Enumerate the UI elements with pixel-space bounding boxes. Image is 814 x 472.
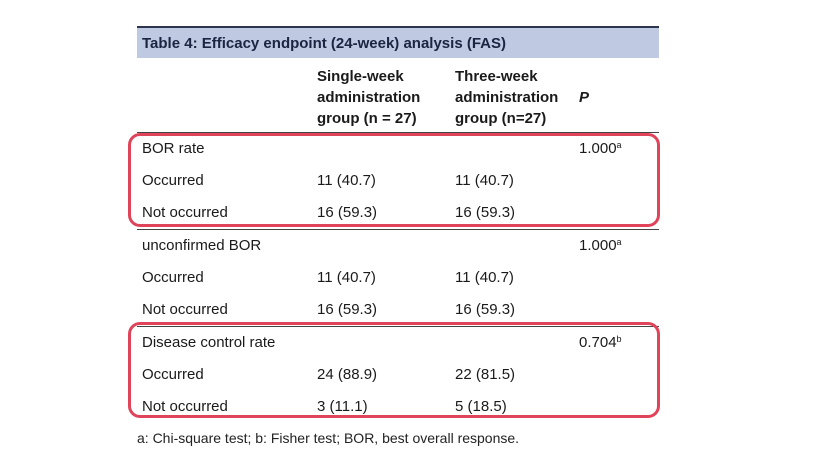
row-label: unconfirmed BOR bbox=[142, 237, 262, 254]
table-row: Not occurred 16 (59.3) 16 (59.3) bbox=[137, 294, 659, 327]
table-header: Single-week administration group (n = 27… bbox=[137, 58, 659, 133]
table-row: Not occurred 16 (59.3) 16 (59.3) bbox=[137, 197, 659, 230]
table-row: Occurred 11 (40.7) 11 (40.7) bbox=[137, 262, 659, 294]
three-week-value: 22 (81.5) bbox=[455, 366, 516, 383]
row-label: Occurred bbox=[142, 366, 204, 383]
single-week-value: 3 (11.1) bbox=[317, 398, 368, 415]
three-week-value: 11 (40.7) bbox=[455, 269, 514, 286]
table-row: Not occurred 3 (11.1) 5 (18.5) bbox=[137, 391, 659, 423]
efficacy-table: Table 4: Efficacy endpoint (24-week) ana… bbox=[137, 26, 659, 423]
single-week-value: 11 (40.7) bbox=[317, 269, 376, 286]
table-footnote: a: Chi-square test; b: Fisher test; BOR,… bbox=[137, 430, 520, 446]
table-body: BOR rate 1.000a Occurred 11 (40.7) 11 (40.7)… bbox=[137, 133, 659, 423]
header-p-value: P bbox=[579, 89, 590, 106]
table-row: Occurred 11 (40.7) 11 (40.7) bbox=[137, 165, 659, 197]
table-row: Disease control rate 0.704b bbox=[137, 327, 659, 359]
single-week-value: 11 (40.7) bbox=[317, 172, 376, 189]
row-label: Not occurred bbox=[142, 301, 228, 318]
table-title: Table 4: Efficacy endpoint (24-week) ana… bbox=[137, 26, 659, 58]
three-week-value: 16 (59.3) bbox=[455, 301, 516, 318]
p-value: 1.000a bbox=[579, 140, 622, 157]
p-value: 1.000a bbox=[579, 237, 622, 254]
three-week-value: 11 (40.7) bbox=[455, 172, 514, 189]
table-row: Occurred 24 (88.9) 22 (81.5) bbox=[137, 359, 659, 391]
row-label: Occurred bbox=[142, 269, 204, 286]
p-value: 0.704b bbox=[579, 334, 622, 351]
row-label: Not occurred bbox=[142, 398, 228, 415]
row-label: Not occurred bbox=[142, 204, 228, 221]
single-week-value: 16 (59.3) bbox=[317, 301, 378, 318]
three-week-value: 5 (18.5) bbox=[455, 398, 507, 415]
p-value-footnote-marker: b bbox=[616, 334, 622, 344]
p-value-footnote-marker: a bbox=[616, 140, 622, 150]
row-label: BOR rate bbox=[142, 140, 205, 157]
single-week-value: 24 (88.9) bbox=[317, 366, 378, 383]
row-label: Disease control rate bbox=[142, 334, 276, 351]
single-week-value: 16 (59.3) bbox=[317, 204, 378, 221]
row-label: Occurred bbox=[142, 172, 204, 189]
p-value-footnote-marker: a bbox=[616, 237, 622, 247]
three-week-value: 16 (59.3) bbox=[455, 204, 516, 221]
table-row: BOR rate 1.000a bbox=[137, 133, 659, 165]
header-three-week: Three-week administration group (n=27) bbox=[455, 68, 559, 127]
header-single-week: Single-week administration group (n = 27… bbox=[317, 68, 421, 127]
table-row: unconfirmed BOR 1.000a bbox=[137, 230, 659, 262]
